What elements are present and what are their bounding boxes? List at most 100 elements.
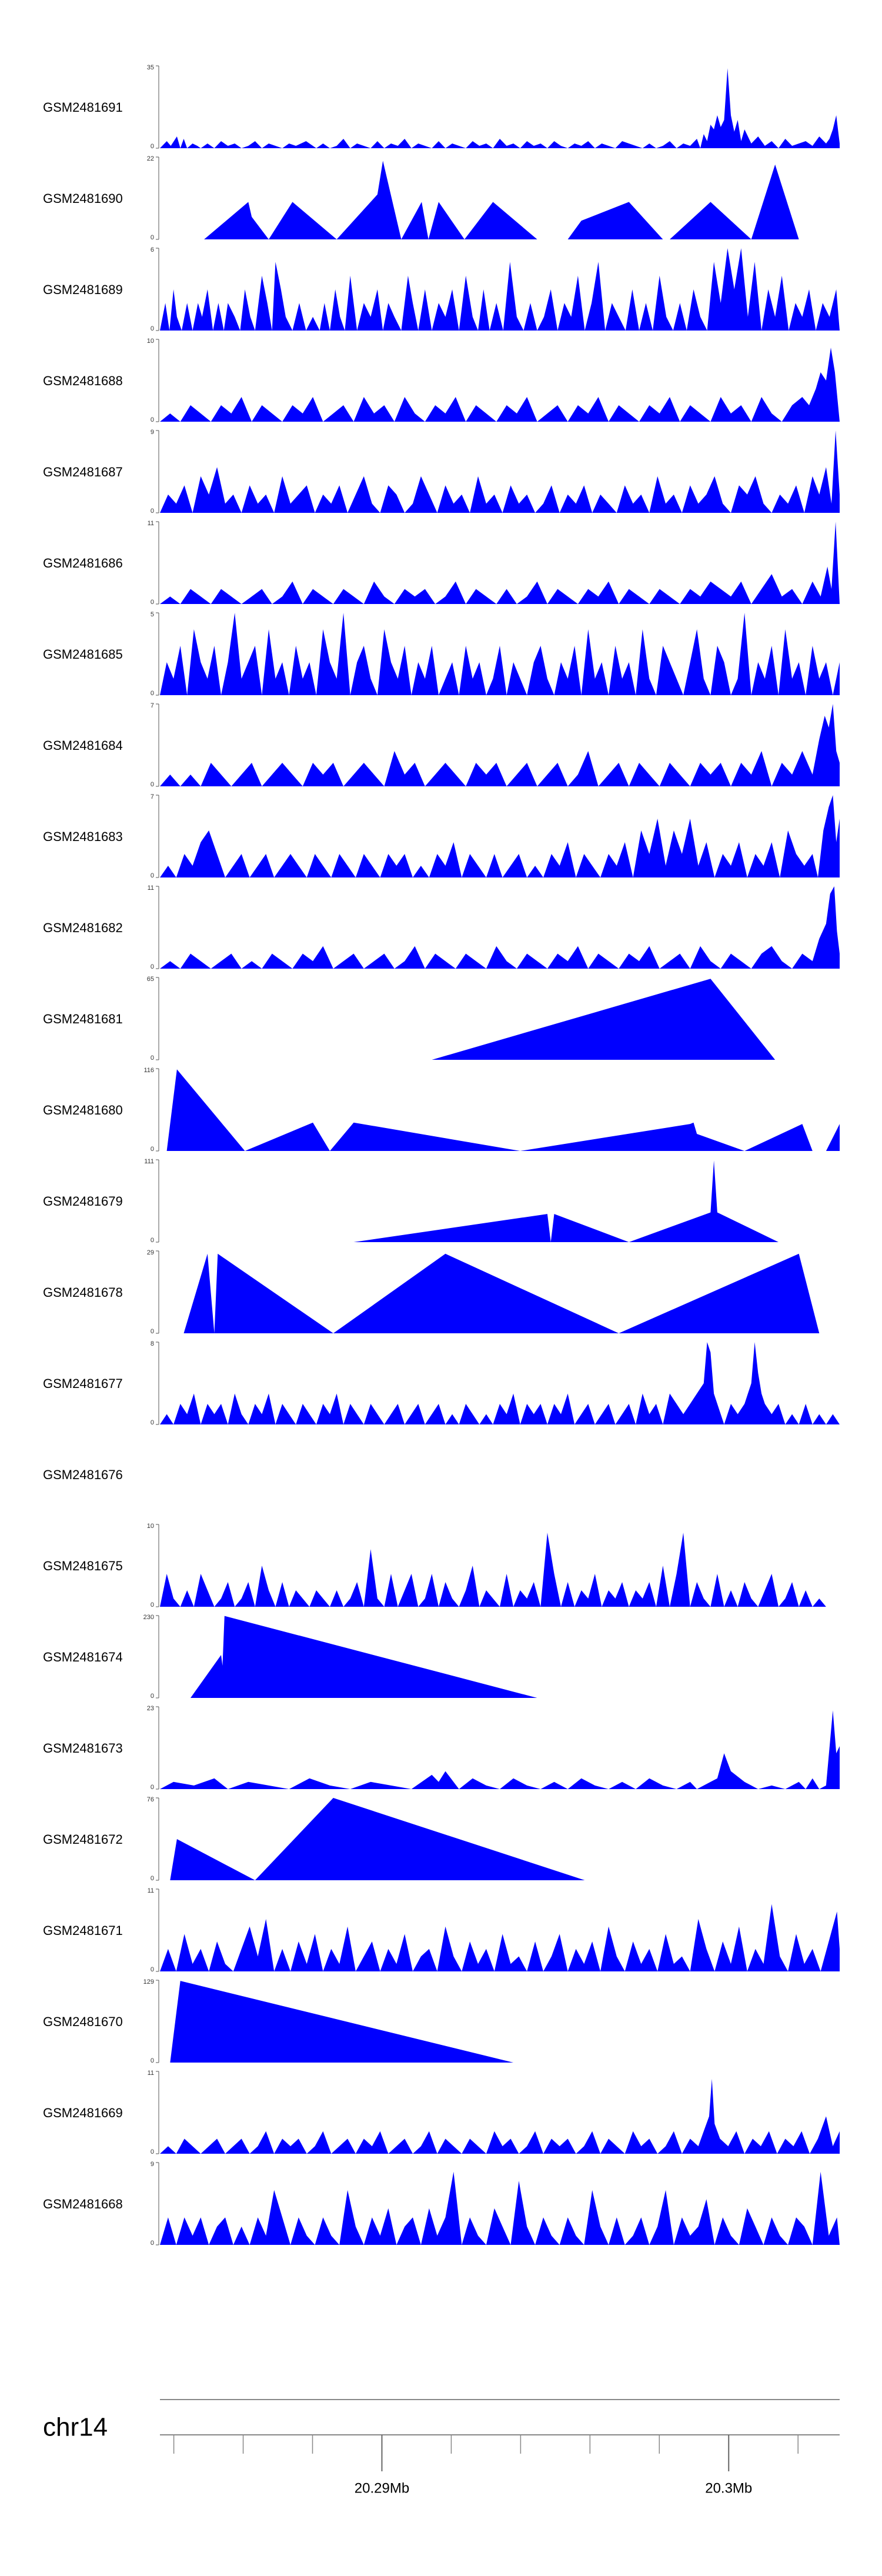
y-max-label: 8 — [151, 1340, 154, 1347]
track: GSM2481685 5 0 — [43, 611, 840, 697]
coverage-area — [166, 1069, 840, 1151]
track: GSM2481681 65 0 — [43, 976, 776, 1062]
coverage-area — [170, 1981, 514, 2063]
y-min-label: 0 — [151, 1784, 154, 1791]
y-min-label: 0 — [151, 2148, 154, 2155]
y-max-label: 6 — [151, 246, 154, 253]
y-max-label: 111 — [144, 1158, 154, 1165]
track: GSM2481682 11 0 — [43, 885, 840, 970]
y-min-label: 0 — [151, 1328, 154, 1335]
y-min-label: 0 — [151, 1237, 154, 1244]
coverage-area — [432, 979, 776, 1060]
coverage-area — [160, 68, 840, 148]
y-min-label: 0 — [151, 690, 154, 697]
track-label: GSM2481687 — [43, 465, 123, 479]
y-max-label: 76 — [147, 1796, 154, 1803]
y-min-label: 0 — [151, 872, 154, 879]
track-label: GSM2481678 — [43, 1285, 123, 1300]
track-label: GSM2481674 — [43, 1650, 123, 1664]
track: GSM2481683 7 0 — [43, 793, 840, 879]
track: GSM2481679 111 0 — [43, 1158, 779, 1244]
track-label: GSM2481671 — [43, 1923, 123, 1938]
y-min-label: 0 — [151, 508, 154, 515]
y-max-label: 9 — [151, 2161, 154, 2168]
y-min-label: 0 — [151, 781, 154, 788]
coverage-area — [170, 1798, 585, 1880]
track: GSM2481687 9 0 — [43, 429, 840, 515]
y-min-label: 0 — [151, 2240, 154, 2247]
track: GSM2481680 116 0 — [43, 1067, 840, 1153]
coverage-area — [160, 2171, 840, 2245]
y-max-label: 5 — [151, 611, 154, 618]
y-min-label: 0 — [151, 1419, 154, 1426]
y-min-label: 0 — [151, 1146, 154, 1153]
coverage-area — [160, 2078, 840, 2154]
y-max-label: 7 — [151, 702, 154, 709]
y-max-label: 29 — [147, 1249, 154, 1256]
y-max-label: 35 — [147, 64, 154, 71]
y-max-label: 129 — [143, 1978, 154, 1986]
track: GSM2481678 29 0 — [43, 1249, 820, 1335]
track-label: GSM2481679 — [43, 1194, 123, 1209]
track: GSM2481674 230 0 — [43, 1614, 537, 1700]
coverage-area — [191, 1616, 537, 1698]
y-min-label: 0 — [151, 1601, 154, 1609]
y-max-label: 65 — [147, 976, 154, 983]
y-max-label: 7 — [151, 793, 154, 800]
coverage-area — [160, 1533, 826, 1607]
track-label: GSM2481680 — [43, 1103, 123, 1117]
track: GSM2481670 129 0 — [43, 1978, 514, 2064]
track: GSM2481669 11 0 — [43, 2070, 840, 2155]
track: GSM2481690 22 0 — [43, 155, 799, 241]
y-min-label: 0 — [151, 325, 154, 332]
y-max-label: 23 — [147, 1705, 154, 1712]
x-tick-label: 20.3Mb — [705, 2480, 752, 2496]
track-label: GSM2481676 — [43, 1467, 123, 1482]
y-max-label: 22 — [147, 155, 154, 162]
track-label: GSM2481683 — [43, 829, 123, 844]
track: GSM2481673 23 0 — [43, 1705, 840, 1791]
coverage-area — [160, 1710, 840, 1789]
y-max-label: 9 — [151, 429, 154, 436]
track: GSM2481672 76 0 — [43, 1796, 585, 1882]
track-label: GSM2481690 — [43, 191, 123, 206]
y-min-label: 0 — [151, 2057, 154, 2064]
coverage-area — [160, 522, 840, 604]
genome-axis: chr14 20.29Mb 20.3Mb — [43, 2399, 840, 2496]
track: GSM2481691 35 0 — [43, 64, 840, 150]
y-max-label: 230 — [143, 1614, 154, 1621]
track-label: GSM2481668 — [43, 2197, 123, 2211]
track-label: GSM2481672 — [43, 1832, 123, 1847]
y-max-label: 11 — [148, 2070, 154, 2077]
coverage-area — [160, 1904, 840, 1971]
y-min-label: 0 — [151, 416, 154, 423]
y-max-label: 11 — [148, 885, 154, 892]
y-max-label: 11 — [148, 1887, 154, 1894]
coverage-area — [160, 795, 840, 877]
track-label: GSM2481673 — [43, 1741, 123, 1756]
coverage-area — [160, 431, 840, 513]
track: GSM2481686 11 0 — [43, 520, 840, 606]
track-label: GSM2481670 — [43, 2014, 123, 2029]
coverage-area — [353, 1160, 779, 1242]
coverage-area — [160, 613, 840, 695]
y-min-label: 0 — [151, 143, 154, 150]
y-max-label: 116 — [143, 1067, 154, 1074]
coverage-area — [160, 248, 840, 331]
track: GSM2481677 8 0 — [43, 1340, 840, 1426]
y-max-label: 11 — [148, 520, 154, 527]
track-label: GSM2481689 — [43, 282, 123, 297]
coverage-area — [160, 1342, 840, 1424]
track: GSM2481688 10 0 — [43, 338, 840, 423]
track-label: GSM2481677 — [43, 1376, 123, 1391]
track: GSM2481676 — [43, 1467, 123, 1482]
track: GSM2481684 7 0 — [43, 702, 840, 788]
y-min-label: 0 — [151, 1693, 154, 1700]
track-label: GSM2481684 — [43, 738, 123, 753]
track-label: GSM2481685 — [43, 647, 123, 662]
track-label: GSM2481681 — [43, 1012, 123, 1026]
track: GSM2481675 10 0 — [43, 1523, 826, 1609]
chromosome-label: chr14 — [43, 2413, 108, 2442]
track-label: GSM2481675 — [43, 1559, 123, 1573]
